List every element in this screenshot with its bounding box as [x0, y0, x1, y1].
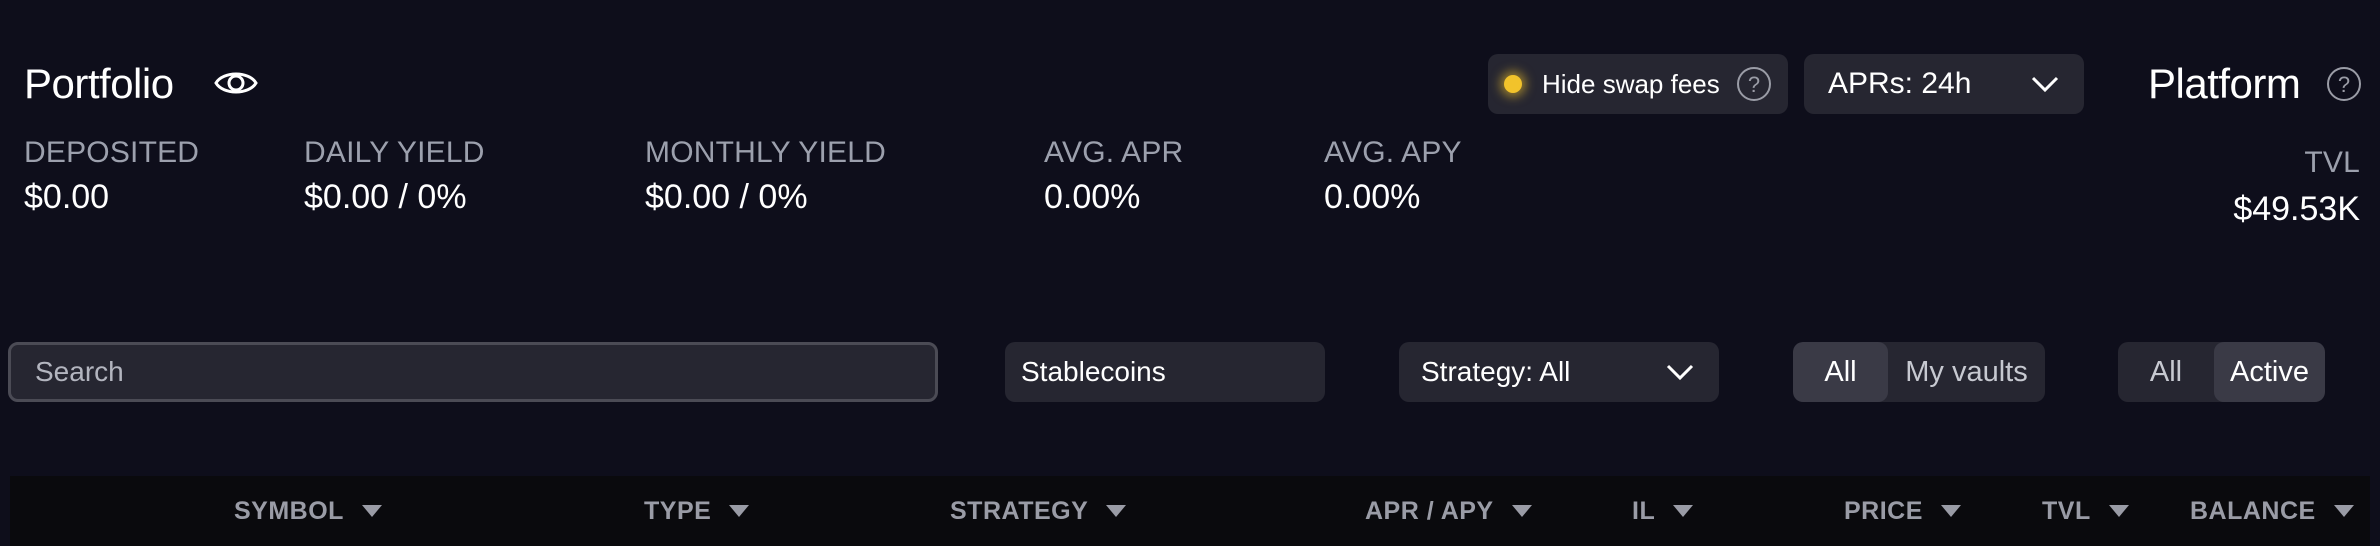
caret-down-icon	[1511, 505, 1532, 517]
hide-swap-fees-toggle[interactable]: Hide swap fees ?	[1488, 54, 1788, 114]
hide-swap-fees-label: Hide swap fees	[1542, 68, 1720, 99]
column-header-il[interactable]: IL	[1632, 476, 1694, 546]
column-label: APR / APY	[1365, 496, 1494, 525]
column-header-type[interactable]: TYPE	[644, 476, 750, 546]
stablecoins-label: Stablecoins	[1021, 356, 1166, 387]
toggle-indicator-icon	[1504, 75, 1522, 93]
status-toggle: All Active	[2118, 342, 2325, 402]
vault-scope-my-vaults[interactable]: My vaults	[1905, 355, 2028, 388]
strategy-label: Strategy: All	[1421, 356, 1571, 387]
apr-period-label: APRs: 24h	[1828, 67, 1972, 100]
column-header-apr-apy[interactable]: APR / APY	[1365, 476, 1532, 546]
platform-tvl-label: TVL	[2304, 146, 2360, 179]
caret-down-icon	[729, 505, 750, 517]
stat-value: 0.00%	[1324, 178, 1421, 216]
stat-avg-apr: AVG. APR 0.00%	[1044, 136, 1183, 217]
caret-down-icon	[1940, 505, 1961, 517]
vault-scope-toggle: All My vaults	[1793, 342, 2045, 402]
stat-monthly-yield: MONTHLY YIELD $0.00 / 0%	[645, 136, 886, 217]
stat-daily-yield: DAILY YIELD $0.00 / 0%	[304, 136, 485, 217]
eye-icon[interactable]	[214, 66, 258, 100]
column-header-strategy[interactable]: STRATEGY	[950, 476, 1127, 546]
column-header-symbol[interactable]: SYMBOL	[234, 476, 382, 546]
portfolio-title: Portfolio	[24, 60, 174, 107]
strategy-dropdown[interactable]: Strategy: All	[1399, 342, 1719, 402]
stat-value: $0.00	[24, 178, 110, 216]
stat-label: AVG. APY	[1324, 136, 1462, 169]
caret-down-icon	[361, 505, 382, 517]
question-circle-icon[interactable]: ?	[2326, 66, 2362, 102]
stablecoins-filter[interactable]: Stablecoins	[1005, 342, 1325, 402]
stat-value: $0.00 / 0%	[645, 178, 808, 216]
svg-text:?: ?	[1748, 72, 1760, 97]
svg-text:?: ?	[2338, 72, 2350, 97]
stat-avg-apy: AVG. APY 0.00%	[1324, 136, 1462, 217]
caret-down-icon	[1673, 505, 1694, 517]
stat-label: DAILY YIELD	[304, 136, 485, 169]
chevron-down-icon	[1665, 362, 1695, 382]
vault-scope-all[interactable]: All	[1793, 342, 1888, 402]
search-input[interactable]	[8, 342, 938, 402]
column-label: TVL	[2042, 496, 2091, 525]
column-header-price[interactable]: PRICE	[1844, 476, 1961, 546]
table-header: SYMBOL TYPE STRATEGY APR / APY IL PRICE …	[10, 476, 2370, 546]
stat-label: MONTHLY YIELD	[645, 136, 887, 169]
column-label: TYPE	[644, 496, 712, 525]
chevron-down-icon	[2030, 74, 2060, 94]
platform-tvl-value: $49.53K	[2233, 190, 2360, 228]
caret-down-icon	[1106, 505, 1127, 517]
column-label: BALANCE	[2190, 496, 2316, 525]
status-active[interactable]: Active	[2214, 342, 2325, 402]
stat-value: $0.00 / 0%	[304, 178, 467, 216]
stat-label: DEPOSITED	[24, 136, 200, 169]
apr-period-dropdown[interactable]: APRs: 24h	[1804, 54, 2084, 114]
caret-down-icon	[2108, 505, 2129, 517]
stat-label: AVG. APR	[1044, 136, 1184, 169]
column-label: IL	[1632, 496, 1656, 525]
column-header-tvl[interactable]: TVL	[2042, 476, 2129, 546]
question-circle-icon[interactable]: ?	[1736, 66, 1772, 102]
caret-down-icon	[2333, 505, 2354, 517]
column-header-balance[interactable]: BALANCE	[2190, 476, 2354, 546]
stat-deposited: DEPOSITED $0.00	[24, 136, 199, 217]
stat-value: 0.00%	[1044, 178, 1141, 216]
status-all[interactable]: All	[2149, 355, 2183, 388]
column-label: STRATEGY	[950, 496, 1089, 525]
column-label: SYMBOL	[234, 496, 344, 525]
column-label: PRICE	[1844, 496, 1923, 525]
platform-title: Platform	[2148, 60, 2301, 107]
